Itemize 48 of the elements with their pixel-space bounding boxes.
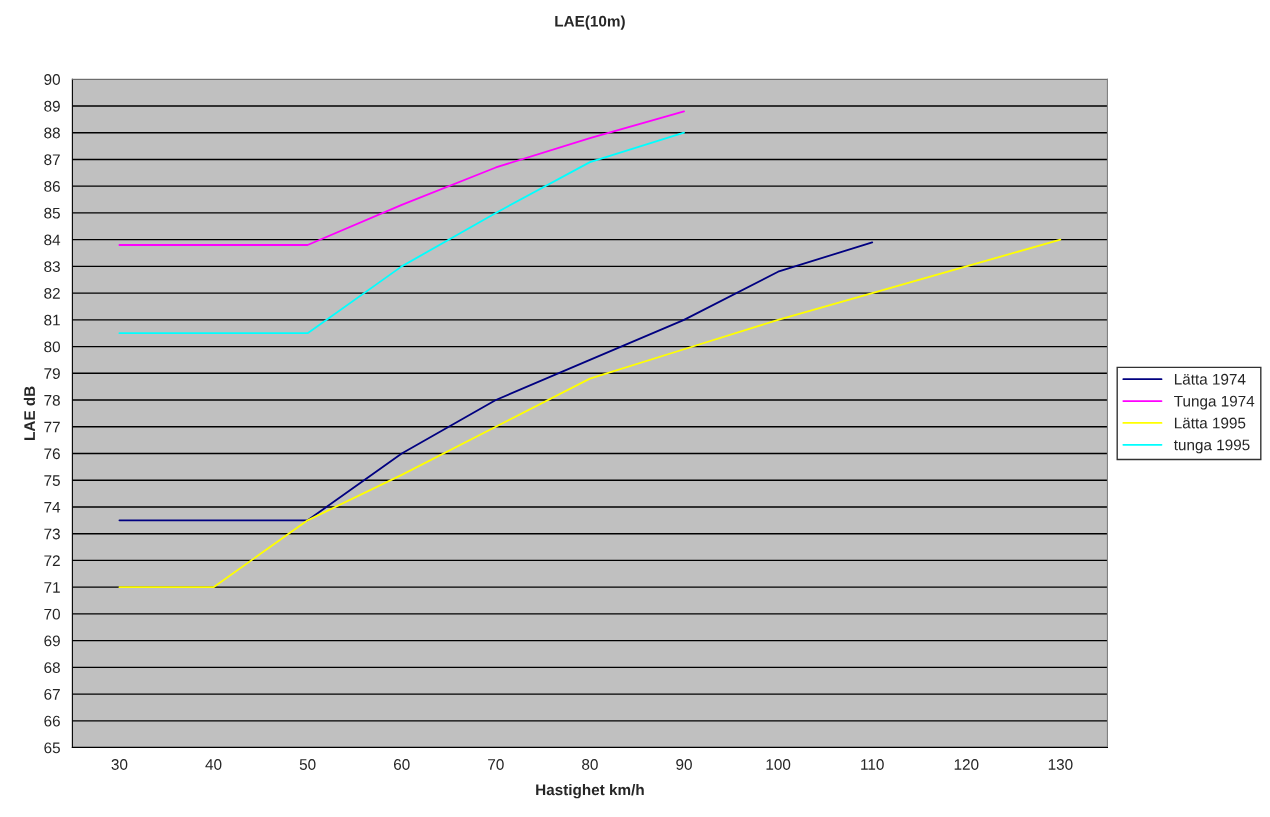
x-axis-title: Hastighet km/h <box>536 784 644 799</box>
legend-label: tunga 1995 <box>1173 439 1250 454</box>
x-tick-label: 30 <box>111 759 128 770</box>
y-tick-label: 81 <box>44 314 60 326</box>
x-tick-label: 130 <box>1048 759 1073 770</box>
line-series <box>118 241 874 522</box>
y-tick-label: 82 <box>44 287 60 299</box>
y-tick-label: 83 <box>44 261 60 273</box>
x-tick-label: 110 <box>861 759 884 770</box>
x-tick-label: 40 <box>205 759 222 770</box>
y-tick-label: 65 <box>44 742 60 754</box>
y-tick-label: 68 <box>44 662 60 674</box>
y-tick-label: 73 <box>44 528 60 540</box>
y-tick-label: 80 <box>44 341 60 353</box>
y-tick-label: 70 <box>44 608 60 620</box>
y-tick-label: 67 <box>44 688 60 700</box>
legend-label: Tunga 1974 <box>1174 395 1255 410</box>
y-tick-label: 87 <box>44 154 60 166</box>
x-tick-label: 70 <box>488 759 504 770</box>
y-tick-label: 76 <box>44 448 60 460</box>
y-axis-title: LAE dB <box>23 386 36 440</box>
line-series <box>118 131 685 335</box>
y-tick-label: 75 <box>44 475 60 486</box>
y-tick-label: 85 <box>44 207 60 219</box>
y-tick-label: 89 <box>44 100 60 112</box>
y-tick-label: 77 <box>44 421 60 433</box>
y-tick-label: 69 <box>44 635 60 647</box>
legend-label: Lätta 1974 <box>1174 373 1246 385</box>
y-tick-label: 88 <box>44 127 60 139</box>
x-tick-label: 80 <box>582 759 598 770</box>
x-tick-label: 60 <box>394 759 410 770</box>
legend-label: Lätta 1995 <box>1174 417 1246 429</box>
y-tick-label: 90 <box>44 74 60 85</box>
y-tick-label: 72 <box>44 555 60 566</box>
y-tick-label: 78 <box>44 394 60 406</box>
chart-title: LAE(10m) <box>555 15 625 30</box>
x-tick-label: 120 <box>954 759 979 770</box>
line-series <box>118 238 1062 589</box>
y-tick-label: 79 <box>44 368 60 379</box>
y-tick-label: 86 <box>44 181 60 192</box>
x-tick-label: 100 <box>766 759 791 770</box>
x-tick-label: 50 <box>299 759 316 770</box>
y-tick-label: 66 <box>44 715 60 727</box>
y-tick-label: 74 <box>44 501 61 513</box>
y-tick-label: 84 <box>44 234 61 246</box>
line-series <box>118 110 685 246</box>
x-tick-label: 90 <box>676 759 692 770</box>
y-tick-label: 71 <box>44 582 60 593</box>
